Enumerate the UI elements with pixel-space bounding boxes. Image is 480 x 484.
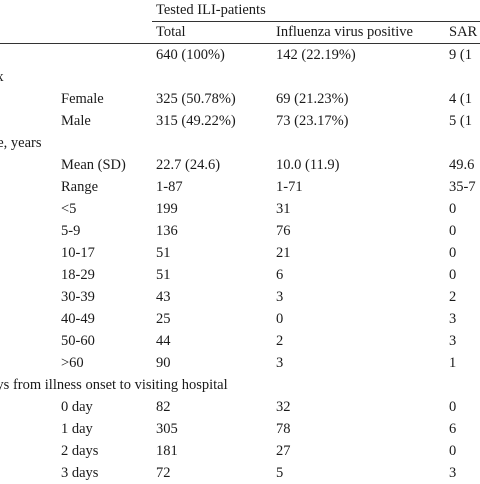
cell-total: 199	[156, 201, 178, 217]
cell-influenza-positive: 31	[276, 201, 291, 217]
cell-sari: 9 (1	[449, 47, 472, 63]
row-label: Female	[61, 91, 104, 107]
cell-sari: 0	[449, 223, 457, 239]
table-row: Range 1-87 1-71 35-7	[0, 176, 480, 198]
row-label: 3 days	[61, 465, 99, 481]
cell-total: 181	[156, 443, 178, 459]
cell-influenza-positive: 3	[276, 289, 284, 305]
cell-sari: 3	[449, 333, 457, 349]
cell-influenza-positive: 21	[276, 245, 291, 261]
row-section-label: ex	[0, 69, 4, 85]
cell-total: 640 (100%)	[156, 47, 225, 63]
row-label: 30-39	[61, 289, 95, 305]
cell-influenza-positive: 73 (23.17%)	[276, 113, 349, 129]
row-label: >60	[61, 355, 84, 371]
cell-sari: 0	[449, 267, 457, 283]
header-rule-bottom	[0, 43, 480, 44]
cell-total: 315 (49.22%)	[156, 113, 236, 129]
cell-influenza-positive: 5	[276, 465, 284, 481]
row-label: Male	[61, 113, 91, 129]
table-row: ays from illness onset to visiting hospi…	[0, 374, 480, 396]
row-label: 2 days	[61, 443, 99, 459]
header-rule-top	[152, 21, 480, 22]
cell-influenza-positive: 6	[276, 267, 284, 283]
cell-sari: 2	[449, 289, 457, 305]
cell-total: 44	[156, 333, 171, 349]
table-row: 18-29 51 6 0	[0, 264, 480, 286]
cell-influenza-positive: 69 (21.23%)	[276, 91, 349, 107]
cell-total: 1-87	[156, 179, 183, 195]
cell-total: 90	[156, 355, 171, 371]
cell-sari: 0	[449, 201, 457, 217]
cell-influenza-positive: 3	[276, 355, 284, 371]
cell-influenza-positive: 142 (22.19%)	[276, 47, 356, 63]
column-header-total: Total	[156, 24, 186, 40]
cell-sari: 0	[449, 245, 457, 261]
table-row: 2 days 181 27 0	[0, 440, 480, 462]
column-header-sari: SAR	[449, 24, 478, 40]
row-label: 50-60	[61, 333, 95, 349]
table-row: Mean (SD) 22.7 (24.6) 10.0 (11.9) 49.6	[0, 154, 480, 176]
cell-total: 25	[156, 311, 171, 327]
cell-total: 136	[156, 223, 178, 239]
table-row: 640 (100%) 142 (22.19%) 9 (1	[0, 44, 480, 66]
row-section-label: ays from illness onset to visiting hospi…	[0, 377, 228, 393]
row-label: 10-17	[61, 245, 95, 261]
cell-sari: 3	[449, 465, 457, 481]
cell-sari: 3	[449, 311, 457, 327]
cell-sari: 0	[449, 443, 457, 459]
row-section-label: ge, years	[0, 135, 42, 151]
cell-influenza-positive: 27	[276, 443, 291, 459]
cell-sari: 4 (1	[449, 91, 472, 107]
cell-influenza-positive: 10.0 (11.9)	[276, 157, 340, 173]
table-row: 3 days 72 5 3	[0, 462, 480, 484]
row-label: Mean (SD)	[61, 157, 126, 173]
cell-sari: 35-7	[449, 179, 476, 195]
table-row: 1 day 305 78 6	[0, 418, 480, 440]
cell-total: 325 (50.78%)	[156, 91, 236, 107]
cell-sari: 49.6	[449, 157, 475, 173]
cell-influenza-positive: 76	[276, 223, 291, 239]
cell-sari: 1	[449, 355, 457, 371]
cell-influenza-positive: 0	[276, 311, 284, 327]
table-row: <5 199 31 0	[0, 198, 480, 220]
column-header-influenza-positive: Influenza virus positive	[276, 24, 413, 40]
cell-total: 51	[156, 267, 171, 283]
table-row: 10-17 51 21 0	[0, 242, 480, 264]
cell-total: 43	[156, 289, 171, 305]
table-row: >60 90 3 1	[0, 352, 480, 374]
row-label: 0 day	[61, 399, 93, 415]
table-row: Male 315 (49.22%) 73 (23.17%) 5 (1	[0, 110, 480, 132]
cell-sari: 6	[449, 421, 457, 437]
cell-total: 72	[156, 465, 171, 481]
table-row: 40-49 25 0 3	[0, 308, 480, 330]
cell-total: 82	[156, 399, 171, 415]
column-group-header: Tested ILI-patients	[156, 2, 266, 18]
row-label: Range	[61, 179, 99, 195]
cell-sari: 0	[449, 399, 457, 415]
cell-total: 305	[156, 421, 178, 437]
row-label: 18-29	[61, 267, 95, 283]
cell-total: 51	[156, 245, 171, 261]
cell-influenza-positive: 32	[276, 399, 291, 415]
table-row: ex	[0, 66, 480, 88]
cell-influenza-positive: 2	[276, 333, 284, 349]
row-label: 5-9	[61, 223, 81, 239]
row-label: 1 day	[61, 421, 93, 437]
cell-influenza-positive: 78	[276, 421, 291, 437]
cell-sari: 5 (1	[449, 113, 472, 129]
cell-total: 22.7 (24.6)	[156, 157, 221, 173]
table-row: 50-60 44 2 3	[0, 330, 480, 352]
row-label: <5	[61, 201, 77, 217]
table-row: ge, years	[0, 132, 480, 154]
row-label: 40-49	[61, 311, 95, 327]
table-row: Female 325 (50.78%) 69 (21.23%) 4 (1	[0, 88, 480, 110]
cell-influenza-positive: 1-71	[276, 179, 303, 195]
table-row: 5-9 136 76 0	[0, 220, 480, 242]
table-row: 0 day 82 32 0	[0, 396, 480, 418]
table-row: 30-39 43 3 2	[0, 286, 480, 308]
